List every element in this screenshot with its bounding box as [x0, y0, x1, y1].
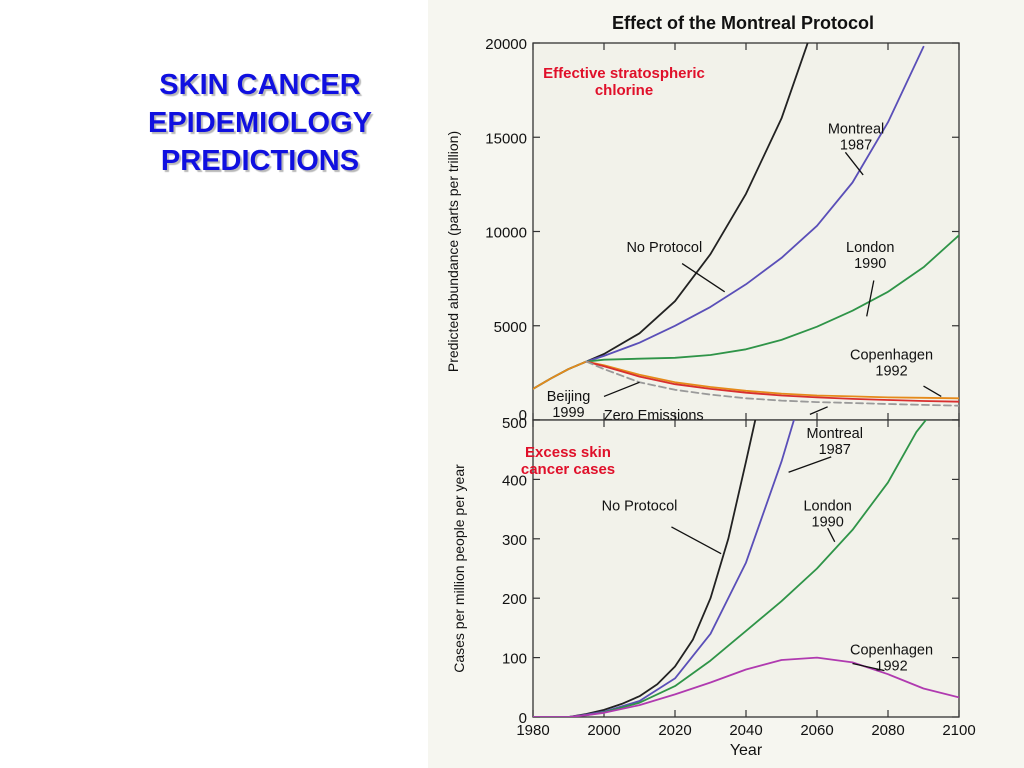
chlorine-heading-line-2: chlorine [595, 82, 653, 99]
chlorine-annotation-copenhagen-1992-leader [923, 385, 942, 397]
chlorine-series-copenhagen-top [533, 360, 959, 400]
chlorine-annotation-no-protocol-line-1: No Protocol [626, 240, 702, 256]
skin-cancer-heading-line-1: Excess skin [525, 444, 611, 461]
chlorine-annotation-zero-emissions-leader [809, 406, 828, 415]
skin-cancer-xtick-label: 2080 [871, 722, 904, 739]
chlorine-series-beijing [585, 360, 959, 403]
skin-cancer-ytick-label: 0 [519, 710, 527, 727]
skin-cancer-xtick-label: 2020 [658, 722, 691, 739]
skin-cancer-ytick-label: 200 [502, 591, 527, 608]
chlorine-series-group [533, 43, 959, 407]
chart-svg: Effect of the Montreal Protocol050001000… [428, 0, 1024, 768]
slide-title-line-2: EPIDEMIOLOGY [148, 107, 372, 139]
skin-cancer-xtick-label: 2060 [800, 722, 833, 739]
skin-cancer-ytick-label: 300 [502, 532, 527, 549]
skin-cancer-annotation-no-protocol-leader [671, 526, 722, 555]
chlorine-annotation-montreal-1987-line-2: 1987 [840, 137, 872, 153]
chlorine-annotation-london-1990-line-1: London [846, 240, 894, 256]
skin-cancer-xtick-label: 2000 [587, 722, 620, 739]
chlorine-annotation-copenhagen-1992-line-2: 1992 [875, 364, 907, 380]
skin-cancer-ytick-label: 100 [502, 651, 527, 668]
skin-cancer-xtick-label: 2040 [729, 722, 762, 739]
chart-figure: Effect of the Montreal Protocol 0 5000 1000… [428, 0, 1024, 768]
skin-cancer-annotation-montreal-1987-line-2: 1987 [819, 442, 851, 458]
chlorine-annotation-montreal-1987-line-1: Montreal [828, 121, 884, 137]
chlorine-ytick-label: 15000 [485, 130, 527, 147]
skin-cancer-ytick-label: 400 [502, 472, 527, 489]
skin-cancer-annotation-copenhagen-1992-leader [852, 662, 885, 672]
slide-title-line-3: PREDICTIONS [160, 145, 360, 177]
chlorine-ytick-label: 5000 [494, 319, 527, 336]
skin-cancer-heading-line-2: cancer cases [521, 461, 615, 478]
chlorine-series-zero-emissions [585, 360, 959, 407]
skin-cancer-series-copenhagen-bottom [533, 656, 959, 717]
skin-cancer-annotation-london-1990-line-2: 1990 [812, 514, 844, 530]
skin-cancer-annotation-london-1990-line-1: London [803, 498, 851, 514]
slide-title-line-1: SKIN CANCER [159, 69, 361, 101]
chlorine-ytick-label: 10000 [485, 225, 527, 242]
skin-cancer-annotation-london-1990-leader [827, 527, 836, 543]
chlorine-annotation-beijing-1999-line-1: Beijing [547, 389, 591, 405]
chlorine-annotation-no-protocol-leader [681, 263, 726, 293]
skin-cancer-annotation-copenhagen-1992-line-2: 1992 [875, 659, 907, 675]
chlorine-annotation-montreal-1987-leader [844, 151, 864, 176]
chlorine-annotation-beijing-1999-line-2: 1999 [552, 405, 584, 421]
chlorine-annotation-beijing-1999-leader [603, 381, 640, 398]
figure-title: Effect of the Montreal Protocol [612, 13, 874, 33]
skin-cancer-series-group [533, 420, 959, 717]
chlorine-annotation-london-1990-line-2: 1990 [854, 256, 886, 272]
skin-cancer-xtick-label: 1980 [516, 722, 549, 739]
skin-cancer-xlabel: Year [730, 742, 763, 759]
skin-cancer-annotation-montreal-1987-leader [788, 456, 832, 473]
chlorine-annotation-london-1990-leader [866, 280, 875, 317]
skin-cancer-annotation-copenhagen-1992-line-1: Copenhagen [850, 643, 933, 659]
skin-cancer-annotation-no-protocol-line-1: No Protocol [602, 498, 678, 514]
skin-cancer-annotation-montreal-1987-line-1: Montreal [807, 426, 863, 442]
skin-cancer-ytick-label: 500 [502, 415, 527, 432]
slide-title: SKIN CANCER EPIDEMIOLOGY PREDICTIONS [70, 66, 450, 180]
skin-cancer-plot-area [532, 419, 960, 718]
chlorine-ytick-label: 20000 [485, 36, 527, 53]
chlorine-plot-area [532, 42, 960, 421]
chlorine-ytick-label: 0 [519, 407, 527, 424]
chlorine-annotation-copenhagen-1992-line-1: Copenhagen [850, 348, 933, 364]
chlorine-heading-line-1: Effective stratospheric [543, 65, 705, 82]
skin-cancer-xtick-label: 2100 [942, 722, 975, 739]
skin-cancer-ylabel: Cases per million people per year [451, 464, 467, 673]
chlorine-ylabel: Predicted abundance (parts per trillion) [445, 131, 461, 372]
